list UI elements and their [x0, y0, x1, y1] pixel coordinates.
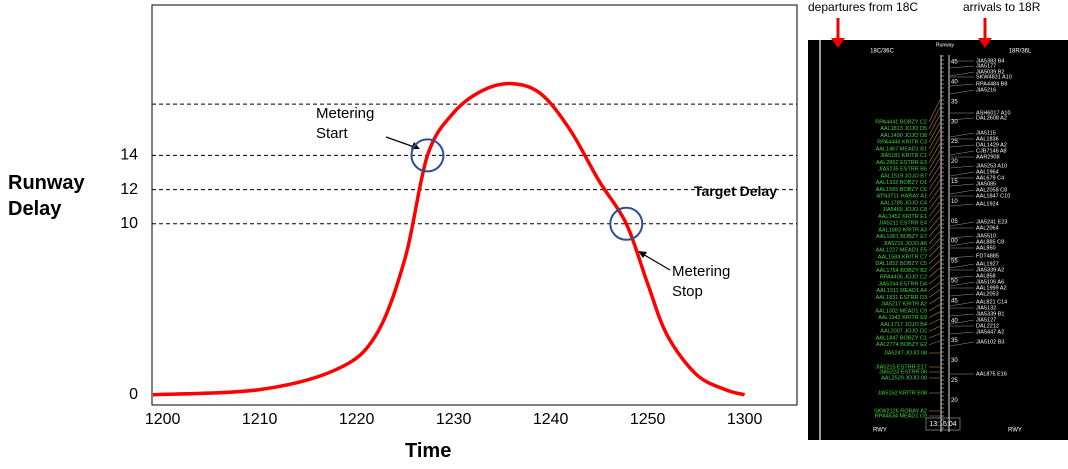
header: departures from 18C: [808, 0, 918, 14]
x-tick-label: 1200: [145, 411, 181, 428]
arrival-flight: JIA5216: [976, 87, 996, 93]
clock: 13:15:04: [929, 421, 956, 428]
runway-label: 18C/36C: [870, 49, 894, 55]
x-tick-label: 1230: [436, 411, 472, 428]
departure-flight: ATN3711 HARAY A1: [877, 194, 927, 200]
ruler-label: 40: [951, 79, 958, 85]
page: 13:15:04 RWY RWY 18C/36C Runway 18R/36L …: [0, 0, 1068, 469]
x-axis-label: Time: [405, 440, 451, 463]
ruler-label: 20: [951, 159, 958, 165]
departure-flight: JIA5216 JOJO A6: [883, 241, 927, 247]
departure-flight: JIA5465 JOJO C8: [883, 207, 927, 213]
footer: RWY: [873, 428, 887, 434]
departure-flight: JIA5247 JOJO 08: [884, 350, 927, 356]
ruler-label: 35: [951, 338, 958, 344]
plot-frame: [152, 5, 797, 405]
ruler-label: 15: [951, 179, 958, 185]
departure-flight: JIA5217 KRITR A2: [881, 302, 927, 308]
ruler-label: 30: [951, 119, 958, 125]
departure-flight: AAL1490 JOJO D8: [880, 133, 927, 139]
ruler-label: 30: [951, 358, 958, 364]
x-tick-label: 1220: [339, 411, 375, 428]
delay-curve: [153, 84, 745, 395]
runway-label: 18R/36L: [1009, 49, 1032, 55]
y-tick-label: 0: [129, 386, 138, 403]
arrival-flight: DAL2608 A2: [976, 115, 1007, 121]
annotation: Metering Start: [316, 104, 386, 144]
departure-flight: AAL1717 JOJO B4: [881, 322, 927, 328]
departure-flight: AAL1467 MEAD1 B1: [876, 146, 927, 152]
x-tick-label: 1300: [727, 411, 763, 428]
departure-flight: JIA5181 KRITR C1: [880, 153, 927, 159]
departure-flight: JIA5152 KRITR E08: [877, 390, 927, 396]
y-tick-label: 14: [120, 147, 138, 164]
annotation-arrow: [641, 253, 670, 270]
ruler-label: 25: [951, 378, 958, 384]
arrival-flight: AAL2064: [976, 225, 999, 231]
x-tick-label: 1210: [242, 411, 278, 428]
ruler-label: 45: [951, 60, 958, 66]
ruler-label: 50: [951, 278, 958, 284]
departure-flight: JIA5235 ESTRR B6: [878, 167, 927, 173]
y-tick-label: 12: [120, 181, 138, 198]
annotation: Metering Stop: [672, 262, 742, 302]
departure-flight: AAL1452 KRITR E1: [878, 214, 927, 220]
arrival-flight: JIA5102 B3: [976, 339, 1004, 345]
ruler-label: 05: [951, 219, 958, 225]
arrival-flight: AAL850: [976, 245, 996, 251]
arrival-flight: AAL1924: [976, 201, 999, 207]
departure-flight: AAL2774 BOBZY E2: [876, 342, 927, 348]
x-tick-label: 1250: [630, 411, 666, 428]
departure-flight: AAL1565 BOBZY C6: [876, 187, 927, 193]
arrival-flight: AAL875 E16: [976, 371, 1007, 377]
ruler-label: 45: [951, 298, 958, 304]
departure-flight: AAL2007 JOJO D2: [880, 329, 927, 335]
departure-flight: AAL1911 MEAD1 A4: [876, 288, 927, 294]
departure-flight: AAL1785 JOJO C4: [880, 200, 927, 206]
arrival-flight: FDT4885: [976, 253, 999, 259]
departure-flight: AAL1764 BOBZY B2: [876, 268, 927, 274]
departure-flight: AAL1302 MEAD1 C9: [875, 308, 927, 314]
ruler-label: 55: [951, 259, 958, 265]
ruler-label: 10: [951, 199, 958, 205]
departure-flight: AAL1847 BOBZY C1: [876, 335, 927, 341]
departure-flight: AAL1813 JOJO D5: [880, 126, 927, 132]
departure-flight: JIA5244 ESTRR D4: [878, 281, 927, 287]
departure-flight: DAL1852 BOBZY C5: [875, 261, 927, 267]
ruler-label: 20: [951, 398, 958, 404]
departure-flight: AAL2529 JOJO 08: [881, 375, 927, 381]
y-tick-label: 10: [120, 215, 138, 232]
ruler-label: 35: [951, 99, 958, 105]
departure-flight: AAL1061 BOBZY E7: [876, 234, 927, 240]
departure-flight: AAL2862 ESTRR E3: [876, 160, 927, 166]
arrival-flight: AAL1847 C10: [976, 193, 1010, 199]
ruler-label: 00: [951, 239, 958, 245]
y-axis-label: Runway Delay: [8, 170, 88, 222]
runway-label: Runway: [936, 42, 955, 48]
x-tick-label: 1240: [533, 411, 569, 428]
departure-flight: AAL1942 KRITR E9: [878, 315, 927, 321]
departure-flight: RPA4534 MEAD1 C9: [875, 413, 927, 419]
departure-flight: AAL1227 MEAD1 E5: [876, 248, 927, 254]
arrival-flight: SKW4831 A10: [976, 74, 1012, 80]
departure-flight: AAL1584 KRITR C7: [878, 254, 927, 260]
ruler-label: 25: [951, 139, 958, 145]
departure-flight: AAL1831 ESTRR D3: [876, 295, 927, 301]
header: arrivals to 18R: [963, 0, 1040, 14]
departure-flight: AAL1883 KRITR A3: [878, 227, 927, 233]
target-label: Target Delay: [694, 183, 777, 199]
arrival-flight: AAR2908: [976, 154, 1000, 160]
arrival-flight: JIA5447 A2: [976, 329, 1004, 335]
timeline-panel: [808, 40, 1068, 440]
departure-flight: RPA4406 JOJO C2: [880, 275, 927, 281]
departure-flight: RPA4446 KRITR C3: [877, 140, 927, 146]
departure-flight: AAL1519 JOJO B7: [881, 173, 927, 179]
departure-flight: JIA5211 ESTRR E4: [879, 221, 927, 227]
footer: RWY: [1008, 428, 1022, 434]
departure-flight: AAL1332 BOBZY D1: [876, 180, 927, 186]
arrival-flight: AAL2053: [976, 291, 999, 297]
departure-flight: RPA4441 BOBZY C2: [875, 119, 927, 125]
chart: 13:15:04 RWY RWY 18C/36C Runway 18R/36L …: [0, 0, 1068, 469]
